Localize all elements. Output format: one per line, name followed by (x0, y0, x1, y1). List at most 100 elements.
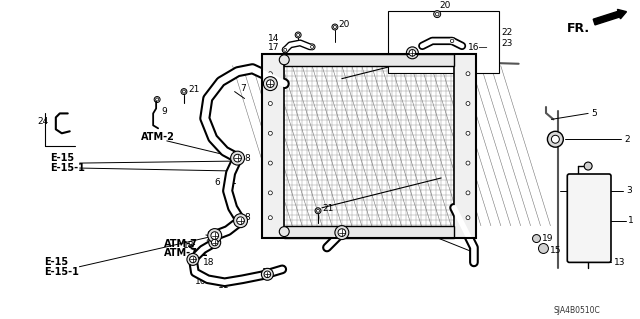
Circle shape (234, 214, 248, 228)
Circle shape (295, 32, 301, 38)
Circle shape (268, 131, 273, 135)
Circle shape (309, 44, 315, 50)
Circle shape (332, 24, 338, 30)
Circle shape (552, 135, 559, 143)
Circle shape (449, 37, 456, 44)
Circle shape (333, 26, 337, 28)
Circle shape (406, 47, 419, 59)
Text: 24: 24 (37, 117, 48, 126)
Circle shape (189, 256, 196, 263)
Text: ATM-2: ATM-2 (141, 132, 175, 142)
Text: 17: 17 (268, 43, 280, 52)
Text: 11: 11 (218, 281, 229, 290)
Text: 10: 10 (195, 277, 206, 286)
Circle shape (464, 214, 472, 222)
Circle shape (266, 214, 275, 222)
Circle shape (182, 90, 186, 93)
Text: 18: 18 (203, 258, 214, 267)
Text: E-15: E-15 (50, 153, 74, 163)
Circle shape (466, 101, 470, 106)
Circle shape (154, 97, 160, 102)
Circle shape (466, 191, 470, 195)
Circle shape (266, 129, 275, 137)
Circle shape (464, 159, 472, 167)
Text: 8: 8 (244, 213, 250, 222)
Circle shape (268, 161, 273, 165)
Text: 4: 4 (437, 53, 443, 62)
Text: 18: 18 (262, 268, 274, 277)
Circle shape (266, 189, 275, 197)
Circle shape (211, 239, 218, 246)
Circle shape (310, 45, 314, 48)
Circle shape (268, 72, 273, 76)
Text: 7: 7 (241, 84, 246, 93)
Circle shape (237, 217, 244, 225)
Circle shape (464, 189, 472, 197)
Circle shape (532, 234, 540, 242)
Text: 8: 8 (244, 154, 250, 163)
Text: 2: 2 (624, 135, 630, 144)
Text: 14: 14 (268, 34, 280, 43)
Circle shape (266, 159, 275, 167)
Circle shape (338, 229, 346, 236)
Circle shape (266, 80, 274, 87)
Text: 16—: 16— (289, 57, 310, 66)
Circle shape (335, 226, 349, 240)
Text: 18: 18 (183, 241, 195, 250)
FancyBboxPatch shape (567, 174, 611, 263)
Bar (284, 226, 454, 238)
Circle shape (451, 39, 454, 43)
Circle shape (434, 11, 441, 18)
Circle shape (268, 191, 273, 195)
Text: 20: 20 (439, 1, 451, 10)
Circle shape (464, 70, 472, 78)
Circle shape (266, 100, 275, 108)
Circle shape (284, 48, 287, 51)
Text: 8: 8 (277, 79, 283, 88)
Circle shape (279, 226, 289, 237)
Text: E-15: E-15 (44, 257, 68, 267)
Text: 23: 23 (502, 40, 513, 48)
Circle shape (547, 131, 563, 147)
Circle shape (264, 271, 271, 278)
Circle shape (208, 229, 221, 242)
Text: ATM-7: ATM-7 (164, 239, 198, 249)
Bar (262, 54, 284, 238)
Circle shape (234, 154, 241, 162)
Circle shape (268, 216, 273, 220)
Circle shape (279, 55, 289, 65)
Circle shape (466, 216, 470, 220)
Text: 5: 5 (591, 109, 597, 118)
Circle shape (230, 151, 244, 165)
Bar (454, 54, 476, 238)
Text: ATM-7-1: ATM-7-1 (164, 249, 209, 258)
Circle shape (409, 49, 415, 56)
Text: 21: 21 (322, 204, 333, 213)
Text: SJA4B0510C: SJA4B0510C (554, 306, 600, 315)
Text: 3: 3 (626, 186, 632, 195)
Text: 8—: 8— (206, 231, 221, 240)
Circle shape (266, 70, 275, 78)
Text: E-15-1: E-15-1 (50, 163, 84, 173)
Circle shape (156, 98, 159, 101)
Text: 19: 19 (541, 234, 553, 243)
Circle shape (464, 100, 472, 108)
Circle shape (466, 161, 470, 165)
Circle shape (187, 254, 199, 265)
Bar (388, 11, 499, 73)
Circle shape (466, 72, 470, 76)
Text: FR.: FR. (567, 21, 591, 34)
Circle shape (466, 131, 470, 135)
Text: 6: 6 (215, 178, 220, 188)
Text: 15: 15 (550, 246, 562, 255)
Circle shape (209, 237, 221, 249)
Text: 22: 22 (502, 28, 513, 37)
Circle shape (317, 209, 319, 212)
Text: 16—: 16— (468, 43, 489, 52)
Text: 12: 12 (422, 228, 434, 237)
Circle shape (584, 162, 592, 170)
Circle shape (181, 89, 187, 94)
Circle shape (261, 268, 273, 280)
Circle shape (282, 47, 288, 53)
Bar (262, 54, 476, 238)
